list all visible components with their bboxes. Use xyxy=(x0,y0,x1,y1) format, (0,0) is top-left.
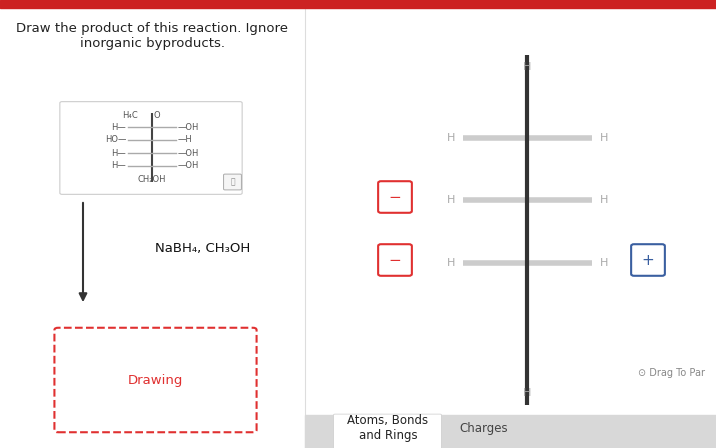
Text: H: H xyxy=(523,62,531,72)
Text: H: H xyxy=(600,195,609,205)
Text: −: − xyxy=(389,190,402,204)
FancyBboxPatch shape xyxy=(334,414,442,448)
Text: Atoms, Bonds
and Rings: Atoms, Bonds and Rings xyxy=(347,414,429,442)
Text: —H: —H xyxy=(178,135,193,145)
Text: ⊙ Drag To Par: ⊙ Drag To Par xyxy=(639,368,705,378)
Text: Charges: Charges xyxy=(460,422,508,435)
Text: —OH: —OH xyxy=(178,148,199,158)
Text: Drawing: Drawing xyxy=(128,374,183,387)
FancyBboxPatch shape xyxy=(378,181,412,213)
Text: H: H xyxy=(447,258,455,268)
Text: H: H xyxy=(447,195,455,205)
Text: CH₂OH: CH₂OH xyxy=(137,175,166,184)
FancyBboxPatch shape xyxy=(223,174,241,190)
Bar xyxy=(0,0,716,8)
Text: −: − xyxy=(389,253,402,267)
Text: H—: H— xyxy=(111,161,126,171)
FancyBboxPatch shape xyxy=(54,328,256,432)
Text: ⌕: ⌕ xyxy=(230,177,235,186)
Text: H: H xyxy=(600,133,609,143)
Text: H—: H— xyxy=(111,148,126,158)
Text: +: + xyxy=(642,253,654,267)
Text: H: H xyxy=(600,258,609,268)
Text: H: H xyxy=(523,388,531,398)
Bar xyxy=(305,415,716,448)
FancyBboxPatch shape xyxy=(60,102,242,194)
Text: H₄C: H₄C xyxy=(122,112,138,121)
FancyBboxPatch shape xyxy=(378,244,412,276)
Text: —OH: —OH xyxy=(178,122,199,132)
Text: H: H xyxy=(447,133,455,143)
Text: NaBH₄, CH₃OH: NaBH₄, CH₃OH xyxy=(155,241,251,254)
Text: O: O xyxy=(153,112,160,121)
Text: —OH: —OH xyxy=(178,161,199,171)
FancyBboxPatch shape xyxy=(631,244,665,276)
Text: HO—: HO— xyxy=(105,135,126,145)
Text: H—: H— xyxy=(111,122,126,132)
Text: Draw the product of this reaction. Ignore
inorganic byproducts.: Draw the product of this reaction. Ignor… xyxy=(16,22,288,50)
